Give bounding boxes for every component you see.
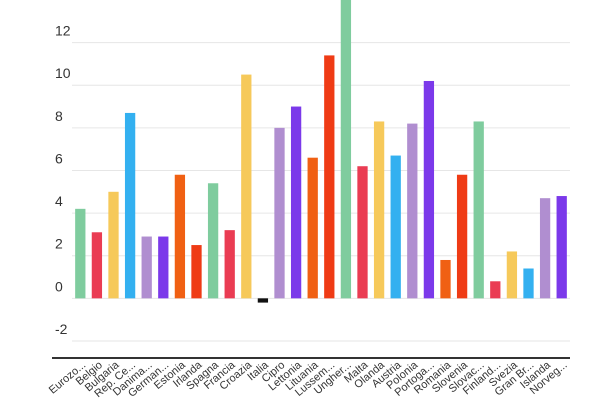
bar-17[interactable] [357,166,368,299]
y-tick-label: 4 [55,193,63,209]
bar-21[interactable] [423,80,435,299]
y-tick-label: 12 [55,23,71,39]
bar-24[interactable] [473,121,484,299]
bar-22[interactable] [440,259,451,299]
bar-18[interactable] [373,121,385,299]
bar-7[interactable] [191,245,202,299]
y-tick-label: 10 [55,65,71,81]
bar-27[interactable] [523,268,534,299]
bar-26[interactable] [506,251,518,299]
bar-25[interactable] [490,281,501,299]
bar-19[interactable] [390,155,401,299]
bar-4[interactable] [141,236,152,299]
y-tick-label: 8 [55,108,63,124]
bar-3[interactable] [124,112,136,299]
y-tick-label: 0 [55,278,63,294]
bar-12[interactable] [274,127,285,299]
y-axis-ticks: -2 0 2 4 6 8 10 12 [55,23,71,337]
bar-0[interactable] [75,208,86,299]
bar-29[interactable] [556,196,567,299]
bar-15[interactable] [324,55,335,299]
y-tick-label: 2 [55,236,63,252]
y-tick-label: -2 [55,321,68,337]
bars [75,0,567,303]
bar-1[interactable] [91,232,103,299]
bar-11[interactable] [257,298,269,303]
bar-8[interactable] [207,183,219,299]
bar-16[interactable] [340,0,352,299]
bar-13[interactable] [290,106,302,299]
bar-6[interactable] [174,174,186,299]
bar-20[interactable] [407,123,418,299]
bar-10[interactable] [241,74,252,299]
bar-28[interactable] [539,198,551,299]
bar-2[interactable] [108,191,119,299]
bar-9[interactable] [224,230,235,299]
bar-14[interactable] [307,157,318,299]
bar-23[interactable] [456,174,468,299]
gridlines [72,42,570,342]
bar-5[interactable] [158,236,169,299]
y-tick-label: 6 [55,150,63,166]
